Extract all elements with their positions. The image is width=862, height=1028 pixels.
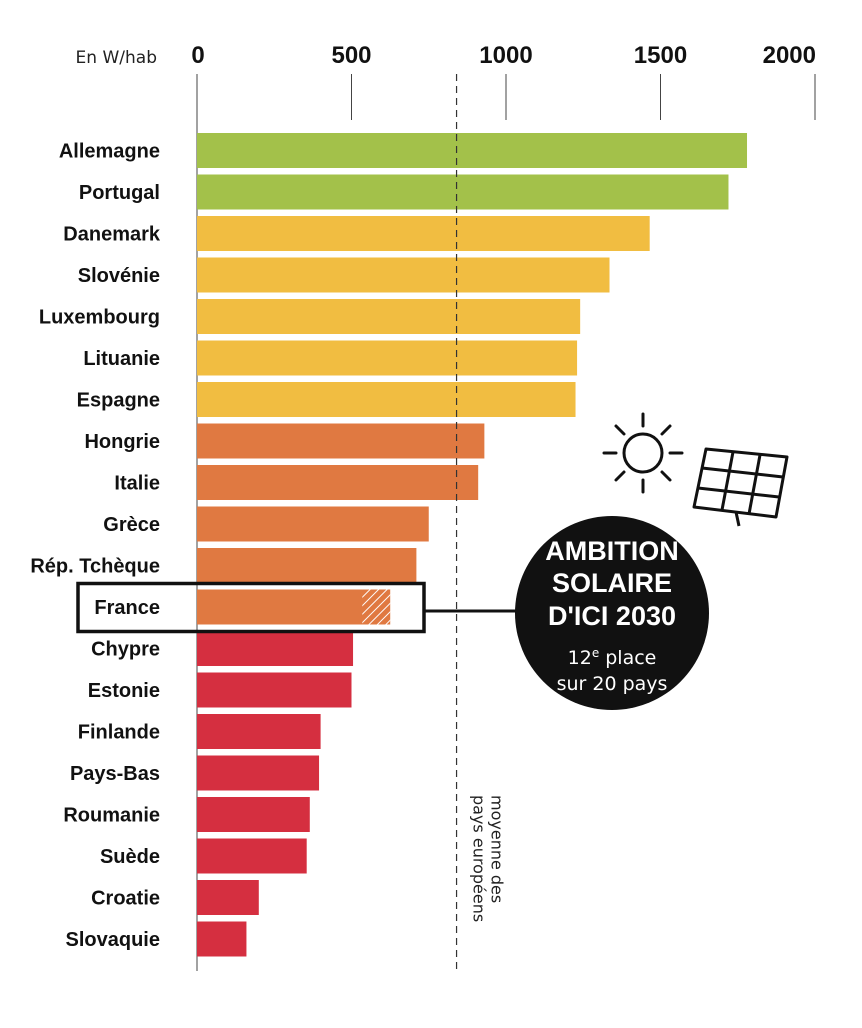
- bar: [197, 340, 578, 376]
- category-label: Finlande: [78, 722, 160, 744]
- average-label: moyenne des pays européens: [470, 795, 507, 922]
- bar: [197, 714, 321, 749]
- badge-circle: [515, 516, 709, 710]
- x-tick-label: 2000: [763, 42, 816, 69]
- badge-line3: D'ICI 2030: [548, 601, 676, 631]
- badge-line1: AMBITION: [545, 536, 678, 566]
- x-tick-label: 1500: [634, 42, 687, 69]
- badge-line2: SOLAIRE: [552, 568, 672, 598]
- bar: [197, 921, 247, 957]
- category-label: Italie: [114, 473, 160, 495]
- bar: [197, 672, 352, 708]
- category-label: Luxembourg: [39, 307, 160, 329]
- badge-line5: sur 20 pays: [557, 673, 668, 695]
- category-label: Hongrie: [84, 431, 160, 453]
- bar: [197, 755, 320, 791]
- bars: [197, 133, 748, 957]
- bar: [197, 631, 354, 666]
- bar: [197, 133, 748, 168]
- category-label: Estonie: [88, 680, 160, 702]
- category-label: Portugal: [79, 182, 160, 204]
- category-labels: Allemagne Portugal Danemark Slovénie Luxembo…: [30, 141, 161, 952]
- category-label: Lituanie: [83, 348, 160, 370]
- badge-rank-rest: place: [599, 647, 656, 669]
- bar: [197, 880, 259, 915]
- bar-hatched-segment: [362, 589, 391, 625]
- category-label: Slovaquie: [66, 929, 160, 951]
- bar: [197, 506, 429, 542]
- bar: [197, 382, 576, 417]
- category-label: Allemagne: [59, 141, 160, 163]
- bar: [197, 216, 650, 251]
- x-tick-label: 500: [331, 42, 371, 69]
- bar: [197, 423, 485, 459]
- bar: [197, 299, 581, 334]
- badge-rank-suffix: e: [592, 646, 599, 660]
- average-label-line2: pays européens: [470, 795, 489, 922]
- bar: [197, 174, 729, 210]
- unit-label: En W/hab: [76, 48, 157, 68]
- category-label: Suède: [100, 846, 160, 868]
- category-label: Roumanie: [63, 805, 160, 827]
- category-label: Grèce: [103, 514, 160, 536]
- category-label: Danemark: [63, 224, 161, 246]
- x-tick-label: 0: [191, 42, 204, 69]
- solar-panel-icon: [692, 447, 789, 527]
- badge-rank-number: 12: [568, 647, 592, 669]
- bar: [197, 465, 479, 500]
- x-tick-label: 1000: [479, 42, 532, 69]
- category-label: Slovénie: [78, 265, 160, 287]
- average-label-line1: moyenne des: [488, 795, 507, 903]
- category-label: Croatie: [91, 888, 160, 910]
- category-label: Rép. Tchèque: [30, 556, 160, 578]
- badge-rank: 12e place: [568, 646, 657, 669]
- bar: [197, 589, 391, 625]
- category-label: Chypre: [91, 639, 160, 661]
- bar: [197, 797, 310, 832]
- bar: [197, 838, 307, 874]
- category-label: France: [94, 597, 160, 619]
- bar: [197, 548, 417, 583]
- category-label: Pays-Bas: [70, 763, 160, 785]
- ambition-badge: AMBITION SOLAIRE D'ICI 2030 12e place su…: [515, 516, 709, 710]
- bar: [197, 257, 610, 293]
- sun-icon: [602, 412, 684, 494]
- france-highlight-box: [76, 581, 426, 634]
- category-label: Espagne: [77, 390, 160, 412]
